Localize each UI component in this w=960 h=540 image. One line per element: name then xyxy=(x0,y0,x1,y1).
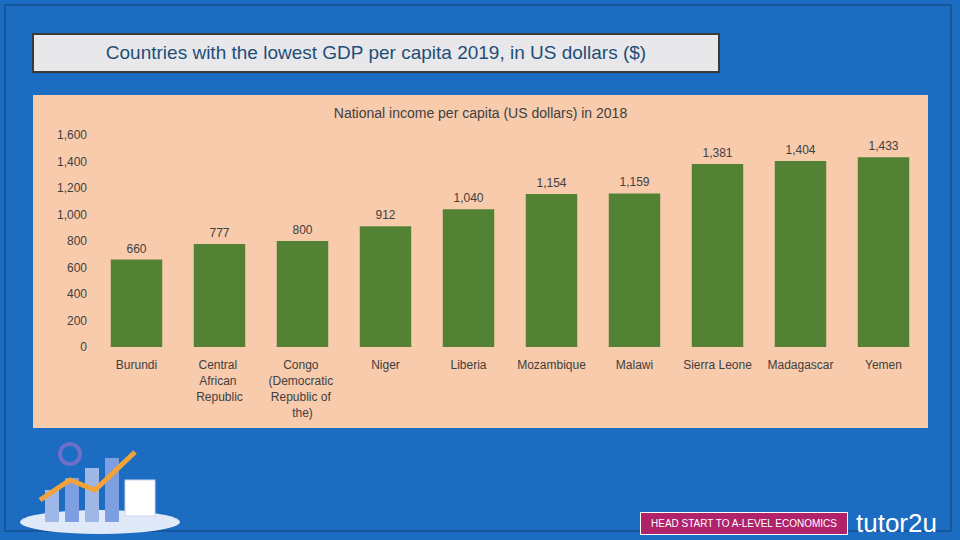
svg-text:Central: Central xyxy=(198,358,240,372)
svg-text:(Democratic: (Democratic xyxy=(268,374,336,388)
svg-text:1,433: 1,433 xyxy=(868,139,898,153)
svg-text:Sierra Leone: Sierra Leone xyxy=(683,358,752,372)
svg-text:Malawi: Malawi xyxy=(616,358,653,372)
svg-text:400: 400 xyxy=(67,287,87,301)
svg-text:0: 0 xyxy=(80,340,87,354)
svg-text:800: 800 xyxy=(67,234,87,248)
svg-text:Burundi: Burundi xyxy=(116,358,157,372)
svg-text:1,200: 1,200 xyxy=(57,181,87,195)
html-text:tutor2u: tutor2u xyxy=(856,508,937,538)
svg-text:Congo: Congo xyxy=(283,358,322,372)
svg-text:1,404: 1,404 xyxy=(785,143,815,157)
svg-text:Republic: Republic xyxy=(196,390,243,404)
svg-text:Republic of: Republic of xyxy=(271,390,334,404)
svg-text:1,600: 1,600 xyxy=(57,128,87,142)
svg-text:Mozambique: Mozambique xyxy=(517,358,586,372)
svg-text:1,159: 1,159 xyxy=(619,175,649,189)
svg-text:1,040: 1,040 xyxy=(453,191,483,205)
svg-text:Yemen: Yemen xyxy=(865,358,902,372)
svg-text:1,000: 1,000 xyxy=(57,208,87,222)
svg-text:Niger: Niger xyxy=(371,358,400,372)
svg-text:600: 600 xyxy=(67,261,87,275)
html-text:Countries with the lowest GDP: Countries with the lowest GDP per capita… xyxy=(105,42,647,63)
svg-text:200: 200 xyxy=(67,314,87,328)
svg-text:800: 800 xyxy=(292,223,312,237)
svg-text:National income per capita (US: National income per capita (US dollars) … xyxy=(334,105,628,121)
svg-text:the): the) xyxy=(292,406,313,420)
svg-text:Liberia: Liberia xyxy=(450,358,486,372)
svg-text:African: African xyxy=(199,374,240,388)
svg-text:912: 912 xyxy=(375,208,395,222)
svg-text:660: 660 xyxy=(126,242,146,256)
html-text:HEAD START TO A-LEVEL ECONOMIC: HEAD START TO A-LEVEL ECONOMICS xyxy=(651,518,837,529)
svg-text:777: 777 xyxy=(209,226,229,240)
svg-text:1,381: 1,381 xyxy=(702,146,732,160)
svg-text:1,154: 1,154 xyxy=(536,176,566,190)
svg-text:1,400: 1,400 xyxy=(57,155,87,169)
svg-text:Madagascar: Madagascar xyxy=(767,358,833,372)
